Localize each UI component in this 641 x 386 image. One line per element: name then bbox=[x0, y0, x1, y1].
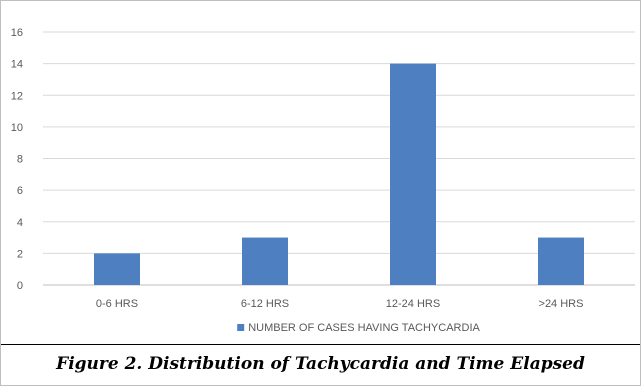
y-tick-label: 12 bbox=[11, 90, 23, 102]
bar-chart: 0 2 4 6 8 10 12 14 16 0-6 HRS 6-12 HRS 12-24 HRS >2… bbox=[11, 27, 635, 334]
y-axis-ticks: 0 2 4 6 8 10 12 14 16 bbox=[11, 27, 23, 292]
bar-0 bbox=[94, 253, 140, 285]
gridlines bbox=[43, 31, 635, 286]
legend-label: NUMBER OF CASES HAVING TACHYCARDIA bbox=[248, 322, 480, 334]
y-tick-label: 14 bbox=[11, 59, 23, 71]
bar-2 bbox=[390, 63, 436, 285]
figure-caption: Figure 2. Distribution of Tachycardia an… bbox=[56, 354, 585, 374]
legend: NUMBER OF CASES HAVING TACHYCARDIA bbox=[237, 322, 481, 334]
y-tick-label: 16 bbox=[11, 27, 23, 39]
y-tick-label: 0 bbox=[17, 280, 23, 292]
x-axis-ticks: 0-6 HRS 6-12 HRS 12-24 HRS >24 HRS bbox=[96, 298, 584, 310]
x-tick-label: 0-6 HRS bbox=[96, 298, 138, 310]
y-tick-label: 4 bbox=[17, 217, 23, 229]
legend-swatch bbox=[237, 324, 245, 331]
y-tick-label: 8 bbox=[17, 154, 23, 166]
bar-1 bbox=[242, 237, 288, 285]
x-tick-label: 6-12 HRS bbox=[241, 298, 289, 310]
x-tick-label: >24 HRS bbox=[539, 298, 584, 310]
y-tick-label: 6 bbox=[17, 185, 23, 197]
x-tick-label: 12-24 HRS bbox=[386, 298, 440, 310]
y-tick-label: 2 bbox=[17, 248, 23, 260]
bars bbox=[94, 63, 584, 285]
chart-area: 0 2 4 6 8 10 12 14 16 0-6 HRS 6-12 HRS 12-24 HRS >2… bbox=[1, 1, 640, 345]
bar-3 bbox=[538, 237, 584, 285]
y-tick-label: 10 bbox=[11, 122, 23, 134]
